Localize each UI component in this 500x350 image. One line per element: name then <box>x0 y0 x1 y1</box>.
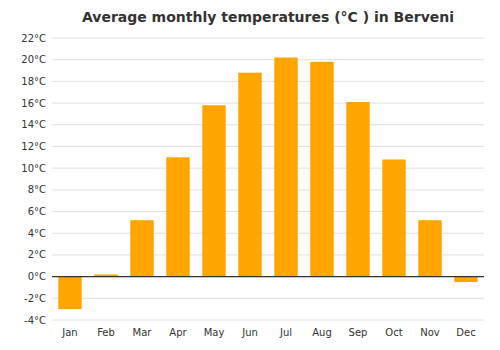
grid-line <box>52 146 484 147</box>
y-tick-label: 16°C <box>21 98 46 109</box>
y-tick-label: 8°C <box>28 184 46 195</box>
x-axis: Jan Feb Mar Apr May Jun Jul Aug Sep Oct Nov Dec <box>61 327 475 338</box>
grid-line <box>52 189 484 190</box>
bar <box>58 277 81 310</box>
y-tick-label: 0°C <box>28 271 46 282</box>
x-tick-label: Jan <box>61 327 77 338</box>
x-tick-label: May <box>204 327 225 338</box>
y-tick-label: 2°C <box>28 249 46 260</box>
x-tick-label: Jul <box>279 327 292 338</box>
bar <box>310 62 333 277</box>
page: {"chart_data": {"type": "bar", "title": … <box>0 0 500 350</box>
bar <box>382 159 405 276</box>
grid-line <box>52 298 484 299</box>
y-tick-label: 20°C <box>21 54 46 65</box>
chart-svg: Average monthly temperatures (°C ) in Be… <box>0 0 500 350</box>
bar <box>166 157 189 276</box>
y-tick-label: 12°C <box>21 141 46 152</box>
y-tick-label: 6°C <box>28 206 46 217</box>
y-tick-label: -4°C <box>24 315 46 326</box>
x-tick-label: Aug <box>312 327 332 338</box>
grid-line <box>52 38 484 39</box>
y-tick-label: 18°C <box>21 76 46 87</box>
grid-line <box>52 168 484 169</box>
grid-line <box>52 103 484 104</box>
bar <box>202 105 225 276</box>
grid-line <box>52 276 484 277</box>
y-tick-label: 10°C <box>21 163 46 174</box>
grid-line <box>52 59 484 60</box>
bar <box>418 220 441 276</box>
x-tick-label: Dec <box>456 327 475 338</box>
zero-line <box>52 276 484 277</box>
y-tick-label: 14°C <box>21 119 46 130</box>
y-tick-label: -2°C <box>24 293 46 304</box>
y-tick-label: 22°C <box>21 33 46 44</box>
x-tick-label: Apr <box>169 327 187 338</box>
chart-title: Average monthly temperatures (°C ) in Be… <box>82 9 454 25</box>
grid-line <box>52 211 484 212</box>
grid-line <box>52 124 484 125</box>
bar <box>274 58 297 277</box>
grid-line <box>52 320 484 321</box>
bar <box>238 73 261 277</box>
bar <box>130 220 153 276</box>
bars <box>58 58 477 310</box>
x-tick-label: Sep <box>349 327 368 338</box>
bar <box>454 277 477 282</box>
x-tick-label: Oct <box>385 327 402 338</box>
bar <box>346 102 369 277</box>
x-tick-label: Mar <box>133 327 153 338</box>
y-tick-label: 4°C <box>28 228 46 239</box>
x-tick-label: Jun <box>241 327 258 338</box>
chart-container: Average monthly temperatures (°C ) in Be… <box>0 0 500 350</box>
grid-line <box>52 81 484 82</box>
y-axis: -4°C -2°C 0°C 2°C 4°C 6°C 8°C 10°C 12°C 14°C 16°C 1… <box>21 33 484 326</box>
x-tick-label: Feb <box>97 327 115 338</box>
x-tick-label: Nov <box>420 327 440 338</box>
